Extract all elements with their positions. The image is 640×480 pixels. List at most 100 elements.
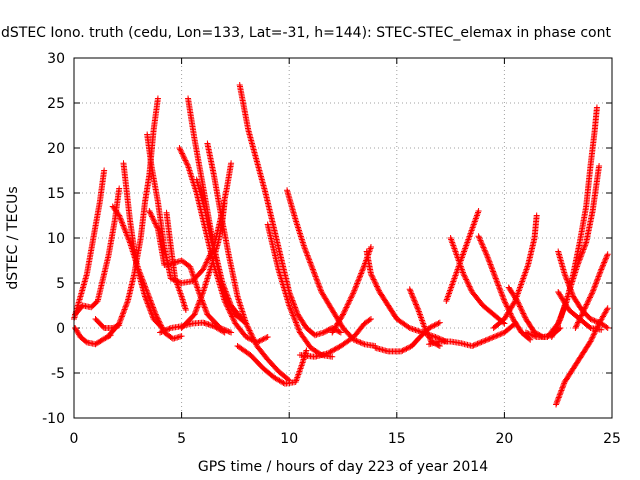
data-point-marker [252,340,259,347]
data-point-marker [220,328,227,335]
data-point-marker [228,312,235,319]
data-point-marker [482,250,489,257]
data-point-marker [293,307,300,314]
data-point-marker [359,267,366,274]
data-point-marker [154,224,161,231]
data-point-marker [118,218,125,225]
data-point-marker [123,300,130,307]
data-point-marker [121,306,128,313]
data-point-marker [307,260,314,267]
data-point-marker [229,314,236,321]
data-point-marker [482,248,489,255]
data-point-marker [308,262,315,269]
data-point-marker [402,346,409,353]
data-point-marker [231,317,238,324]
data-point-marker [310,267,317,274]
data-point-marker [187,265,194,272]
data-point-marker [413,301,420,308]
data-point-marker [398,348,405,355]
data-point-marker [287,306,294,313]
data-point-marker [413,302,420,309]
data-series [71,82,611,408]
data-point-marker [434,320,441,327]
data-point-marker [289,311,296,318]
data-point-marker [202,305,209,312]
data-point-marker [193,281,200,288]
data-point-marker [147,210,154,217]
data-point-marker [290,313,297,320]
data-point-marker [409,291,416,298]
data-point-marker [435,320,442,327]
data-point-marker [148,213,155,220]
data-point-marker [346,297,353,304]
x-axis-label: GPS time / hours of day 223 of year 2014 [198,459,488,475]
data-point-marker [425,333,432,340]
data-point-marker [124,232,131,239]
data-point-marker [462,275,469,282]
data-point-marker [147,308,154,315]
data-point-marker [593,104,600,111]
data-point-marker [142,294,149,301]
data-point-marker [102,335,109,342]
data-point-marker [115,211,122,218]
data-point-marker [183,158,190,165]
data-point-marker [124,299,131,306]
data-point-marker [202,307,209,314]
series-26 [443,208,482,304]
data-point-marker [117,215,124,222]
data-point-marker [306,256,313,263]
data-point-marker [353,281,360,288]
data-point-marker [315,281,322,288]
data-point-marker [250,335,257,342]
series-25 [426,320,519,349]
data-point-marker [405,324,412,331]
series-6 [92,316,123,331]
data-point-marker [431,322,438,329]
data-point-marker [372,280,379,287]
data-point-marker [148,310,155,317]
data-point-marker [295,326,302,333]
data-point-marker [478,238,485,245]
data-point-marker [296,328,303,335]
data-point-marker [461,273,468,280]
data-point-marker [484,253,491,259]
data-point-marker [116,213,123,220]
data-point-marker [498,330,505,337]
data-point-marker [119,221,126,228]
data-point-marker [161,327,168,334]
data-point-marker [333,345,340,352]
data-point-marker [150,217,157,224]
data-point-marker [410,295,417,302]
data-point-marker [163,326,170,333]
grid [74,58,612,418]
data-point-marker [469,343,476,349]
data-point-marker [399,347,406,354]
data-point-marker [99,336,106,343]
data-point-marker [477,339,484,346]
data-point-marker [190,274,197,281]
data-point-marker [466,283,473,290]
data-point-marker [256,338,263,345]
data-point-marker [463,276,470,283]
data-point-marker [146,209,153,216]
data-point-marker [261,335,268,342]
data-point-marker [423,327,430,334]
data-point-marker [421,325,428,331]
data-point-marker [493,332,500,339]
data-point-marker [336,328,343,335]
data-point-marker [414,305,421,312]
data-point-marker [228,160,235,167]
data-point-marker [486,260,493,267]
data-point-marker [292,319,299,326]
data-point-marker [123,230,130,237]
data-point-marker [112,323,119,330]
data-point-marker [287,305,294,312]
data-point-marker [195,287,202,294]
data-point-marker [194,286,201,293]
data-point-marker [228,329,235,336]
data-point-marker [146,306,153,313]
data-point-marker [201,303,208,310]
data-point-marker [245,326,252,333]
data-point-marker [484,254,491,261]
